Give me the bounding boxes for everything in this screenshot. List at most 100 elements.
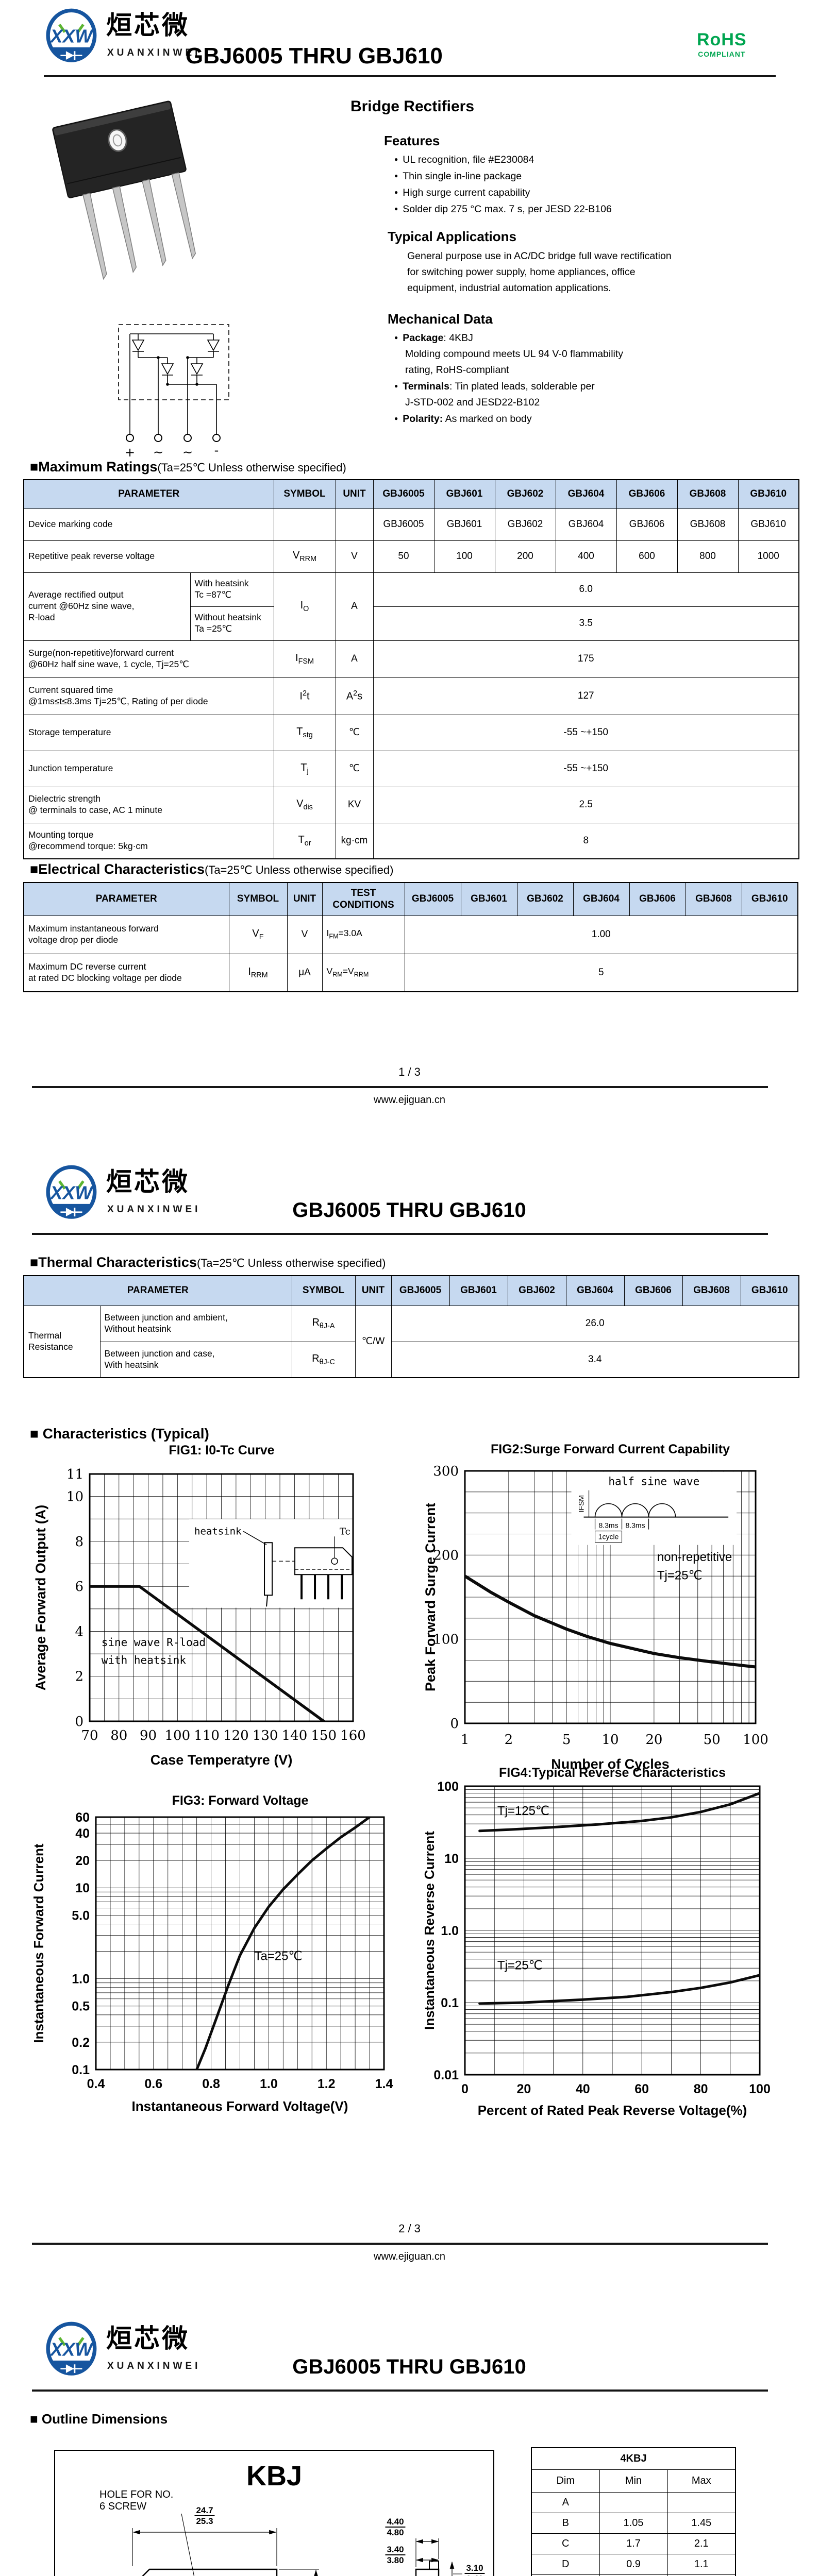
value-cell: 3.5 <box>373 606 799 641</box>
value-cell: -55 ~+150 <box>373 750 799 787</box>
page-3: 烜芯微 XUANXINWEI GBJ6005 THRU GBJ610 ■ Out… <box>0 2313 819 2576</box>
x-tick-label: 80 <box>110 1728 127 1743</box>
unit-cell: ℃ <box>335 714 374 751</box>
symbol-cell: IRRM <box>228 953 288 992</box>
dimension-labels: 24.725.314.715.33.804.203.303.7017.018.0… <box>55 2451 493 2576</box>
footer-rule <box>32 1086 768 1088</box>
dim-row-E: E7.37.7 <box>531 2574 736 2576</box>
unit-cell <box>335 508 374 541</box>
bridge-circuit-diagram: + ~ ~ - <box>118 324 229 460</box>
x-tick-label: 0 <box>461 2082 469 2096</box>
dim-label-i: 3.103.40 <box>463 2563 486 2576</box>
x-tick-label: 20 <box>645 1732 662 1748</box>
header-rule <box>32 1233 768 1235</box>
symbol-cell: IFSM <box>273 640 336 678</box>
col-header: GBJ608 <box>682 1275 741 1306</box>
col-header: SYMBOL <box>291 1275 356 1306</box>
mechanical-heading: Mechanical Data <box>388 311 493 327</box>
x-tick-label: 0.8 <box>202 2077 220 2091</box>
kbj-drawing: + ~ ~ - <box>132 2513 462 2576</box>
symbol-cell: VRRM <box>273 540 336 573</box>
y-tick-label: 100 <box>433 1632 459 1648</box>
mech-line: ● Terminals: Tin plated leads, solderable… <box>394 378 623 395</box>
feature-item: ● Thin single in-line package <box>394 171 522 182</box>
website: www.ejiguan.cn <box>374 2251 445 2262</box>
series-Tj=25℃ <box>478 1974 760 2005</box>
x-tick-label: 130 <box>253 1728 278 1743</box>
doc-title: GBJ6005 THRU GBJ610 <box>292 1199 526 1222</box>
dim-cell: B <box>531 2512 600 2534</box>
x-tick-label: 120 <box>223 1728 249 1743</box>
dim-cell: D <box>531 2553 600 2575</box>
row-tj: Junction temperature Tj ℃ -55 ~+150 <box>23 750 799 787</box>
dim-cell: 1.1 <box>667 2553 736 2575</box>
col-header: GBJ608 <box>685 882 742 916</box>
fig2-chart: half sine wave IFSM 8.3ms 8.3ms 1cycle 1 2 5 10 2… <box>423 1464 768 1772</box>
circuit-terminal-label: ~ <box>182 445 193 460</box>
dim-row-D: D 0.9 1.1 <box>531 2553 736 2575</box>
col-header: SYMBOL <box>273 479 336 509</box>
value-cell: 3.4 <box>391 1341 799 1378</box>
table-header-row: PARAMETER SYMBOL UNIT TEST CONDITIONS GBJ… <box>23 882 798 916</box>
y-tick-label: 0.2 <box>72 2036 90 2050</box>
bullet-icon: ● <box>394 415 398 422</box>
row-vdis: Dielectric strength @ terminals to case, … <box>23 786 799 823</box>
symbol-cell: VF <box>228 915 288 954</box>
param-cell: Repetitive peak reverse voltage <box>23 540 274 573</box>
bullet-icon: ● <box>394 189 398 196</box>
col-header: UNIT <box>335 479 374 509</box>
dim-cell: 1.45 <box>667 2512 736 2534</box>
fig2-title: FIG2:Surge Forward Current Capability <box>491 1442 730 1456</box>
feature-item: ● UL recognition, file #E230084 <box>394 154 534 165</box>
features-heading: Features <box>384 133 440 148</box>
dim-cell: 2.1 <box>667 2533 736 2554</box>
mech-text: As marked on body <box>443 413 532 425</box>
symbol-cell: IO <box>273 572 336 641</box>
x-axis-label: Instantaneous Forward Voltage(V) <box>132 2098 348 2114</box>
mech-line: J-STD-002 and JESD22-B102 <box>405 397 540 408</box>
series-Average forward output current <box>90 1585 325 1721</box>
symbol-cell: Tor <box>273 822 336 859</box>
value-cell: GBJ610 <box>738 508 799 541</box>
features-list: ● UL recognition, file #E230084 ● Thin sing… <box>394 151 612 217</box>
x-tick-label: 150 <box>311 1728 337 1743</box>
param-cell: Junction temperature <box>23 750 274 787</box>
y-axis-label: Peak Forward Surge Current <box>423 1503 438 1691</box>
symbol-cell: Tstg <box>273 714 336 751</box>
y-tick-label: 200 <box>433 1548 459 1563</box>
doc-title: GBJ6005 THRU GBJ610 <box>186 43 443 69</box>
param-cell: Dielectric strength @ terminals to case, … <box>23 786 274 823</box>
brand-name-cn: 烜芯微 <box>106 11 190 40</box>
row-irrm: Maximum DC reverse current at rated DC bl… <box>23 953 798 992</box>
row-tor: Mounting torque @recommend torque: 5kg·cm… <box>23 822 799 859</box>
annotation: with heatsink <box>102 1654 187 1667</box>
unit-cell: ℃/W <box>355 1305 392 1378</box>
page-2: 烜芯微 XUANXINWEI GBJ6005 THRU GBJ610 ■Ther… <box>0 1157 819 2313</box>
col-header: GBJ604 <box>573 882 630 916</box>
x-tick-label: 0.4 <box>87 2077 105 2091</box>
header-rule <box>32 2389 768 2392</box>
value-cell: GBJ601 <box>433 508 495 541</box>
param-cell: Maximum DC reverse current at rated DC bl… <box>23 953 229 992</box>
y-tick-label: 40 <box>75 1826 90 1841</box>
inset-halfsine-label: half sine wave <box>608 1476 699 1488</box>
applications-heading: Typical Applications <box>388 229 516 244</box>
outline-box: + ~ ~ - KBJ HOLE FOR NO.6 SCREW Dimensio… <box>54 2450 494 2576</box>
value-cell: 400 <box>555 540 617 573</box>
x-axis-label: Number of Cycles <box>551 1756 670 1772</box>
page-number: 2 / 3 <box>398 2222 421 2235</box>
x-tick-label: 50 <box>704 1732 721 1748</box>
param-cell: Maximum instantaneous forward voltage dro… <box>23 915 229 954</box>
unit-cell: V <box>335 540 374 573</box>
row-rthja: Thermal Resistance Between junction and a… <box>23 1305 799 1378</box>
applications-line: General purpose use in AC/DC bridge full… <box>407 250 672 262</box>
mech-line: Molding compound meets UL 94 V-0 flammab… <box>405 348 624 360</box>
x-tick-label: 1.0 <box>260 2077 278 2091</box>
max-ratings-table: PARAMETER SYMBOL UNIT GBJ6005 GBJ601 GBJ… <box>23 479 799 859</box>
unit-cell: KV <box>335 786 374 823</box>
unit-cell: kg·cm <box>335 822 374 859</box>
package-title: KBJ <box>246 2461 303 2492</box>
value-cell: -55 ~+150 <box>373 714 799 751</box>
col-header: GBJ606 <box>624 1275 683 1306</box>
electrical-table: PARAMETER SYMBOL UNIT TEST CONDITIONS GBJ… <box>23 882 798 992</box>
